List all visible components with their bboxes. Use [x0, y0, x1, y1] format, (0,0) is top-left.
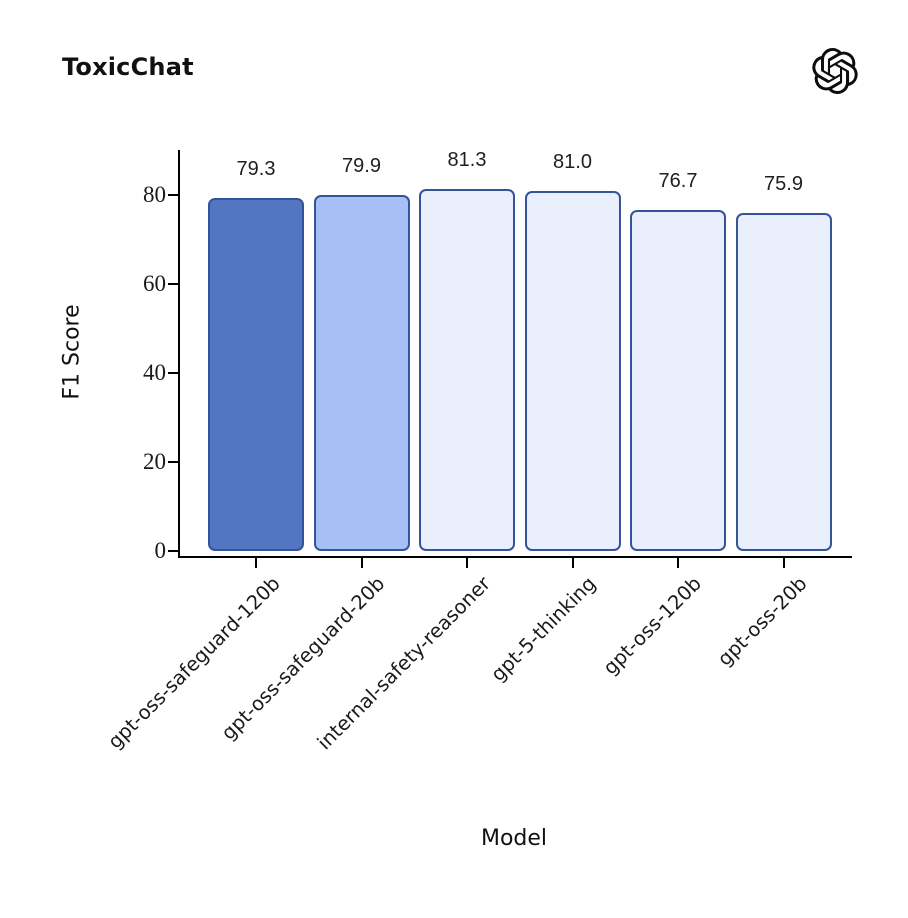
x-axis-tick [255, 556, 257, 568]
y-tick-label: 80 [143, 182, 166, 207]
y-axis-tick [168, 194, 178, 196]
plot-area: 0 20 40 60 80 79.3 79.9 81.3 81.0 76.7 75.9 [143, 149, 852, 568]
x-tick-label: gpt-oss-20b [713, 572, 812, 671]
y-axis-tick [168, 372, 178, 374]
x-axis-tick [782, 556, 785, 568]
y-axis-tick [168, 283, 178, 285]
bar-value-label: 76.7 [658, 169, 698, 192]
chart-title: ToxicChat [62, 53, 194, 81]
y-axis-label: F1 Score [59, 304, 85, 400]
bar-value-label: 81.0 [553, 150, 592, 173]
x-axis-tick [677, 556, 679, 568]
x-axis-label: Model [480, 826, 548, 851]
bar-internal-safety-reasoner [419, 189, 515, 551]
bar-value-label: 79.3 [236, 158, 276, 181]
bar-value-label: 75.9 [764, 173, 803, 196]
x-axis-tick [571, 556, 574, 568]
bar-gpt-oss-safeguard-20b [313, 195, 410, 551]
openai-logo-icon [812, 46, 858, 96]
x-axis-tick [466, 556, 468, 568]
bar-gpt-oss-safeguard-120b [208, 198, 304, 551]
x-tick-label: gpt-oss-safeguard-120b [102, 572, 285, 754]
x-tick-label: internal-safety-reasoner [313, 572, 496, 755]
bar-gpt-5-thinking [524, 190, 621, 551]
y-axis-tick [168, 461, 178, 463]
bar-value-label: 81.3 [447, 149, 487, 172]
y-axis-tick [168, 550, 178, 552]
x-axis-tick [360, 556, 363, 568]
y-tick-label: 20 [143, 449, 166, 474]
y-tick-label: 60 [143, 271, 166, 296]
x-tick-label: gpt-5-thinking [486, 572, 601, 686]
bar-gpt-oss-20b [735, 213, 832, 551]
bar-gpt-oss-120b [630, 209, 726, 551]
x-tick-label: gpt-oss-120b [599, 572, 707, 680]
bar-value-label: 79.9 [342, 155, 381, 178]
y-tick-label: 0 [154, 538, 167, 563]
y-tick-label: 40 [143, 360, 166, 385]
